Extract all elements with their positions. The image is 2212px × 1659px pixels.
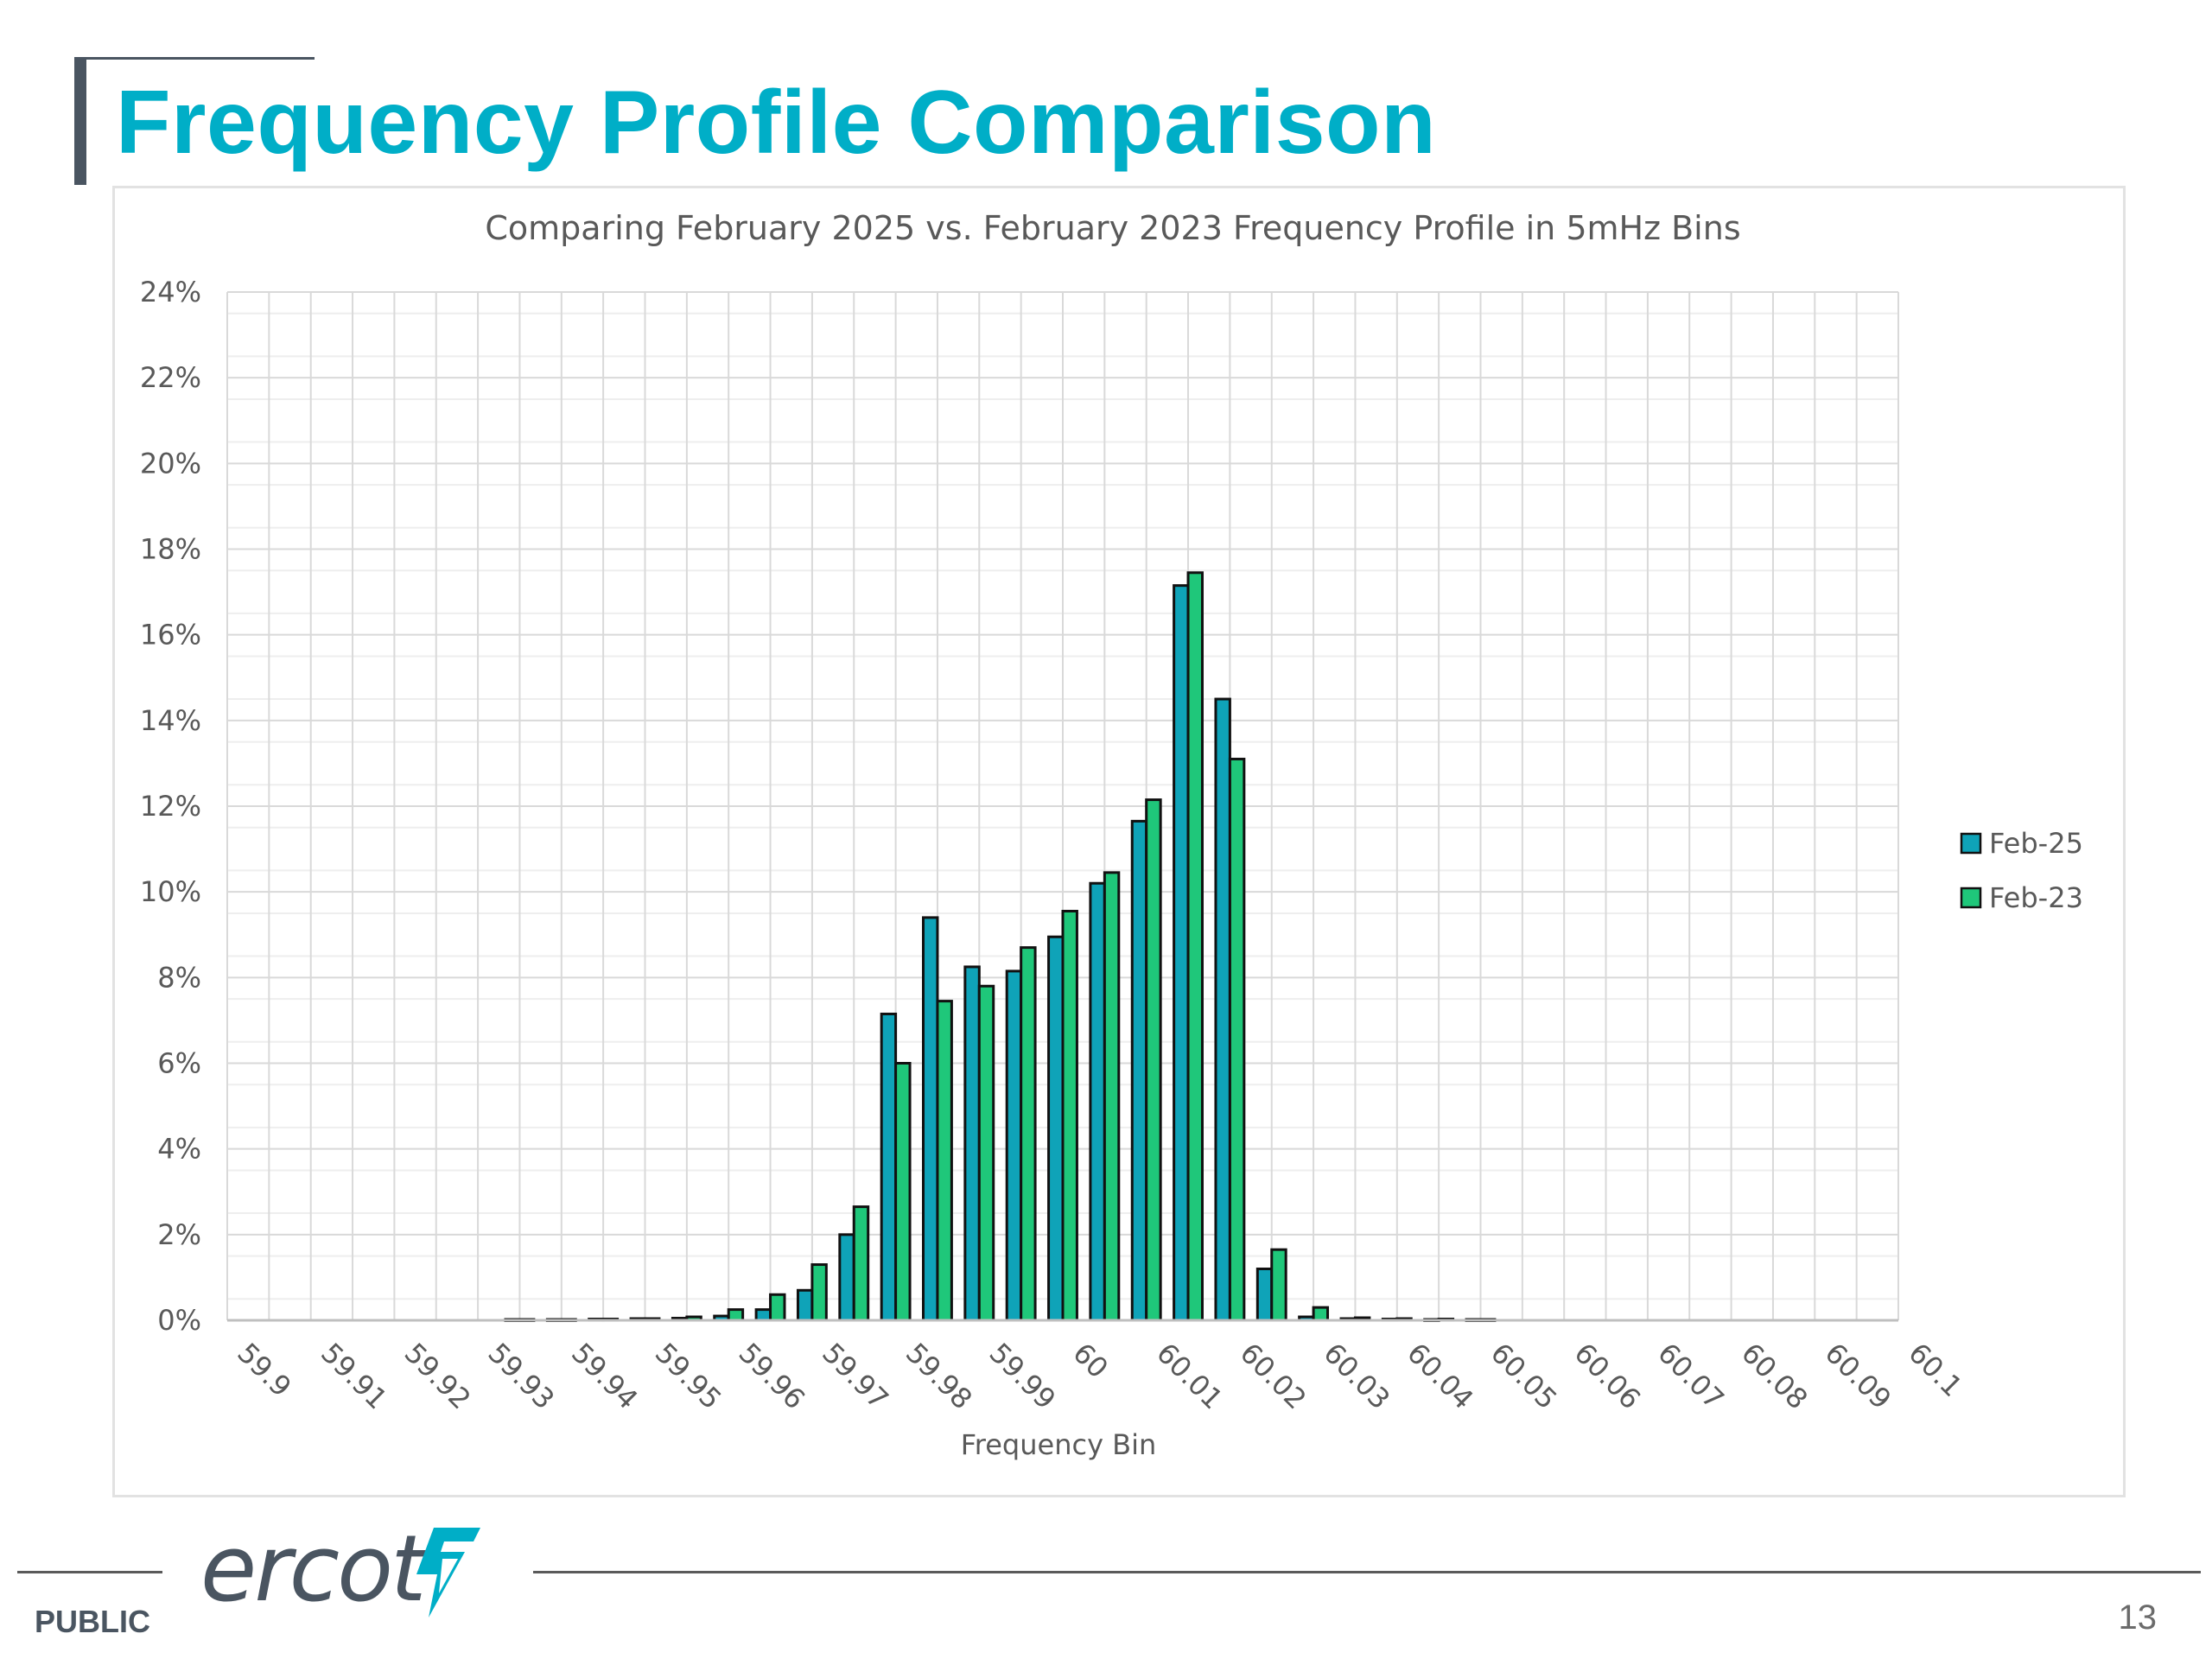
y-tick-label: 12%	[140, 790, 201, 823]
title-accent-bar	[74, 57, 86, 185]
y-tick-label: 8%	[157, 961, 201, 994]
bar-feb-23	[977, 984, 995, 1322]
x-tick-label: 59.94	[565, 1337, 645, 1416]
bar-feb-23	[1145, 798, 1162, 1322]
x-tick-label: 59.99	[983, 1337, 1063, 1416]
y-tick-label: 6%	[157, 1047, 201, 1080]
y-tick-label: 20%	[140, 447, 201, 480]
x-tick-label: 60.07	[1651, 1337, 1731, 1416]
bar-feb-23	[769, 1293, 786, 1322]
y-tick-label: 10%	[140, 875, 201, 908]
x-tick-label: 60.03	[1317, 1337, 1396, 1416]
bar-feb-25	[1089, 881, 1106, 1322]
x-tick-label: 60.09	[1819, 1337, 1898, 1416]
x-tick-label: 60.05	[1484, 1337, 1564, 1416]
y-tick-label: 4%	[157, 1133, 201, 1166]
y-tick-label: 0%	[157, 1304, 201, 1337]
x-tick-label: 59.95	[649, 1337, 728, 1416]
bar-feb-25	[922, 916, 939, 1322]
x-tick-label: 59.97	[816, 1337, 895, 1416]
bar-feb-25	[838, 1233, 855, 1322]
chart-title: Comparing February 2025 vs. February 202…	[485, 209, 1740, 247]
bar-feb-25	[1130, 819, 1148, 1322]
bar-feb-23	[1103, 871, 1121, 1322]
page-number: 13	[2118, 1599, 2158, 1637]
x-tick-label: 59.91	[315, 1337, 394, 1416]
bar-feb-25	[796, 1288, 814, 1322]
bar-feb-23	[1061, 909, 1078, 1322]
bar-feb-25	[1005, 969, 1023, 1322]
y-tick-label: 24%	[140, 276, 201, 308]
bar-feb-23	[1020, 946, 1037, 1322]
y-tick-label: 2%	[157, 1218, 201, 1251]
x-tick-label: 60	[1066, 1337, 1115, 1385]
y-tick-label: 16%	[140, 619, 201, 652]
bar-feb-23	[727, 1308, 745, 1322]
legend-swatch-feb-25	[1960, 832, 1982, 855]
x-tick-label: 60.06	[1568, 1337, 1648, 1416]
x-tick-label: 60.1	[1902, 1337, 1968, 1403]
bar-feb-25	[1214, 697, 1231, 1322]
legend-label-feb-23: Feb-23	[1989, 881, 2083, 914]
footer-rule-left	[17, 1571, 162, 1573]
x-axis-title: Frequency Bin	[961, 1428, 1157, 1461]
x-tick-label: 59.9	[231, 1337, 297, 1403]
x-tick-label: 59.92	[398, 1337, 478, 1416]
title-accent-line	[74, 57, 315, 60]
footer-rule-right	[533, 1571, 2201, 1573]
x-tick-label: 60.08	[1735, 1337, 1815, 1416]
bar-feb-25	[754, 1308, 772, 1322]
ercot-logo: ercot	[200, 1517, 494, 1630]
bar-feb-23	[1270, 1248, 1287, 1322]
bar-feb-23	[852, 1205, 870, 1322]
y-tick-label: 14%	[140, 704, 201, 737]
x-tick-label: 60.02	[1234, 1337, 1313, 1416]
logo-wordmark: ercot	[200, 1516, 426, 1622]
ercot-lightning-icon	[416, 1528, 480, 1618]
bar-feb-23	[1228, 757, 1246, 1322]
x-tick-label: 59.93	[481, 1337, 561, 1416]
bar-feb-25	[963, 965, 981, 1322]
bar-feb-23	[894, 1062, 912, 1322]
bar-feb-25	[1173, 584, 1190, 1322]
bar-feb-25	[1255, 1268, 1274, 1322]
slide-title: Frequency Profile Comparison	[116, 73, 1437, 173]
footer-classification: PUBLIC	[35, 1604, 150, 1639]
bar-feb-25	[1047, 935, 1065, 1322]
bar-feb-23	[1186, 571, 1204, 1322]
bar-feb-25	[880, 1012, 898, 1322]
y-tick-label: 22%	[140, 361, 201, 394]
legend-label-feb-25: Feb-25	[1989, 827, 2083, 860]
x-tick-label: 59.96	[733, 1337, 812, 1416]
frequency-bar-chart: 0% 2% 4% 6% 8% 10% 12% 14% 16% 18% 20% 22% 24% 59.9 59…	[140, 209, 2083, 1461]
bar-feb-23	[810, 1263, 828, 1322]
x-tick-label: 59.98	[899, 1337, 979, 1416]
bar-feb-23	[936, 1000, 953, 1322]
bar-feb-23	[1312, 1306, 1330, 1322]
y-tick-label: 18%	[140, 533, 201, 566]
x-tick-label: 60.04	[1401, 1337, 1480, 1416]
x-tick-label: 60.01	[1150, 1337, 1230, 1416]
legend-swatch-feb-23	[1960, 887, 1982, 909]
